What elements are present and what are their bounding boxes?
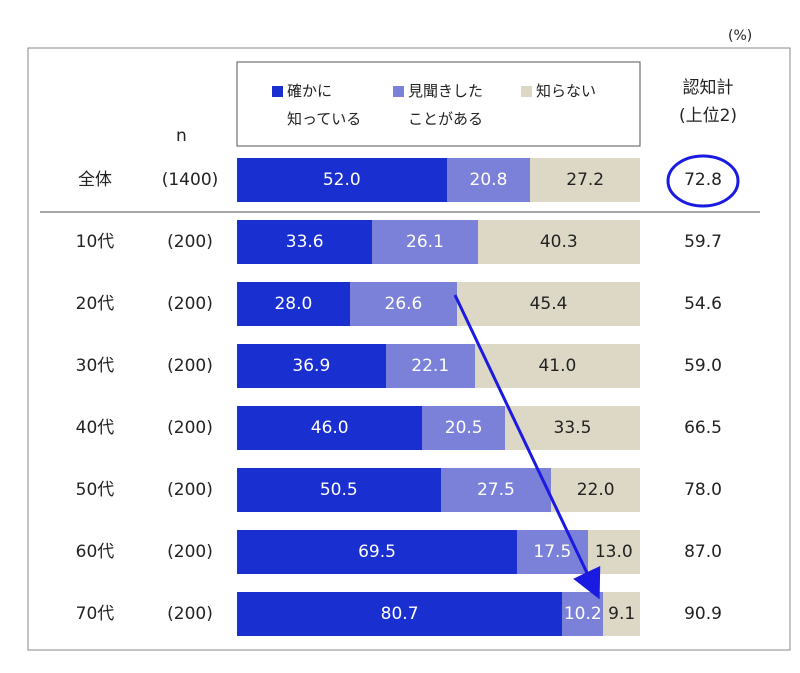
value-label: 13.0 — [594, 542, 633, 562]
value-label: 20.8 — [469, 170, 508, 190]
category-label: 50代 — [75, 480, 115, 500]
legend-box — [236, 61, 641, 147]
value-label: 27.2 — [566, 170, 605, 190]
value-label: 45.4 — [529, 294, 568, 314]
bar-segment — [237, 282, 350, 326]
total-label: 90.9 — [684, 604, 722, 624]
total-label: 59.0 — [684, 356, 722, 376]
n-header: n — [176, 126, 187, 146]
n-label: (200) — [167, 542, 213, 562]
legend-label: 知らない — [536, 82, 597, 100]
value-label: 69.5 — [358, 542, 396, 562]
value-label: 22.1 — [411, 356, 450, 376]
value-label: 80.7 — [380, 604, 419, 624]
value-label: 26.1 — [406, 232, 444, 252]
bar-segment — [237, 406, 423, 450]
value-label: 28.0 — [274, 294, 313, 314]
total-label: 54.6 — [684, 294, 722, 314]
total-label: 78.0 — [684, 480, 722, 500]
legend-swatch — [521, 86, 532, 97]
total-header: 認知計 (上位2) — [678, 78, 738, 126]
category-label: 10代 — [75, 232, 115, 252]
n-label: (200) — [167, 356, 213, 376]
bar-segment — [477, 220, 640, 264]
bar-segment — [603, 592, 640, 636]
bar-segment — [237, 592, 563, 636]
bar-segment — [372, 220, 478, 264]
n-label: (1400) — [161, 170, 219, 190]
value-label: 22.0 — [576, 480, 615, 500]
bar-segment — [237, 220, 373, 264]
n-label: (200) — [167, 232, 213, 252]
value-label: 26.6 — [384, 294, 423, 314]
category-label: 40代 — [75, 418, 115, 438]
value-label: 36.9 — [292, 356, 331, 376]
category-label: 60代 — [75, 542, 115, 562]
value-label: 52.0 — [322, 170, 361, 190]
bar-segment — [446, 158, 531, 202]
value-label: 33.5 — [553, 418, 592, 438]
total-label: 87.0 — [684, 542, 722, 562]
n-label: (200) — [167, 604, 213, 624]
value-label: 17.5 — [533, 542, 572, 562]
value-label: 50.5 — [319, 480, 358, 500]
frame — [27, 47, 791, 651]
legend-label: 見聞きした ことがある — [408, 82, 484, 128]
n-label: (200) — [167, 294, 213, 314]
category-label: 30代 — [75, 356, 115, 376]
value-label: 10.2 — [563, 604, 602, 624]
value-label: 20.5 — [444, 418, 483, 438]
category-label: 全体 — [78, 170, 112, 190]
legend-label: 確かに 知っている — [287, 82, 362, 128]
value-label: 9.1 — [608, 604, 636, 624]
value-label: 40.3 — [539, 232, 578, 252]
category-label: 70代 — [75, 604, 115, 624]
bar-segment — [237, 468, 441, 512]
value-label: 41.0 — [538, 356, 577, 376]
unit: (%) — [728, 28, 753, 44]
bar-segment — [237, 158, 447, 202]
bar-segment — [237, 344, 386, 388]
value-label: 27.5 — [476, 480, 515, 500]
legend-swatch — [272, 86, 283, 97]
total-label: 72.8 — [684, 170, 722, 190]
total-label: 66.5 — [684, 418, 722, 438]
legend-swatch — [393, 86, 404, 97]
value-label: 33.6 — [285, 232, 324, 252]
n-label: (200) — [167, 418, 213, 438]
n-label: (200) — [167, 480, 213, 500]
category-label: 20代 — [75, 294, 115, 314]
bar-segment — [349, 282, 458, 326]
bar-segment — [530, 158, 640, 202]
total-label: 59.7 — [684, 232, 722, 252]
value-label: 46.0 — [310, 418, 349, 438]
